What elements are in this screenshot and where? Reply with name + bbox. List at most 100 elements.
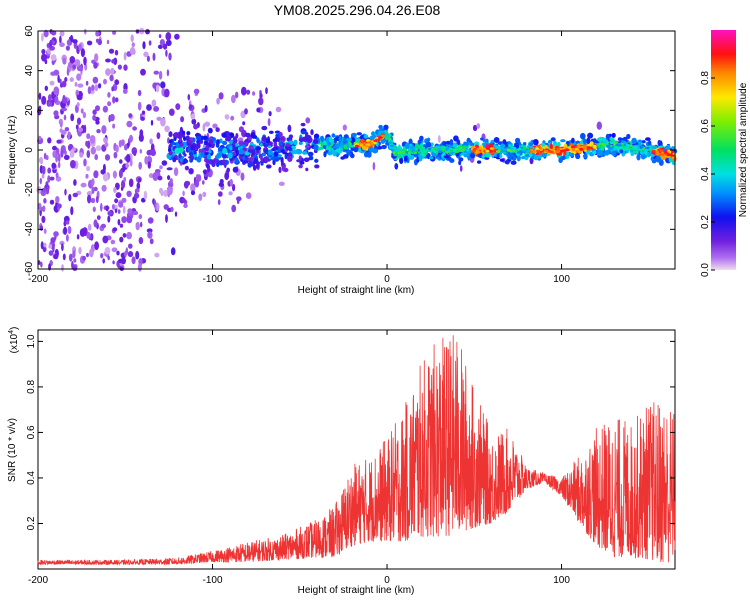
spectrogram-cell [132,210,139,216]
spectrogram-cell [94,241,99,251]
spectrogram-cell [111,247,118,253]
spectrogram-cell [586,137,591,144]
spectrogram-cell [168,52,172,61]
spectrogram-cell [161,160,168,166]
spectrogram-cell [152,172,159,181]
spectrogram-cell [443,155,450,159]
spectrogram-cell [373,139,378,143]
spectrogram-cell [73,258,77,263]
spectrogram-cell [369,146,374,153]
colorbar-tick-label: 0.4 [700,167,711,181]
spectrogram-cell [211,137,216,141]
spectrogram-cell [645,146,649,150]
spectrogram-cell [231,204,237,213]
spectrogram-cell [663,150,668,154]
spectrogram-cell [116,250,120,256]
spectrogram-cell [636,153,641,161]
spectrogram-cell [458,157,464,162]
spectrogram-cell [42,205,46,212]
spectrogram-cell [242,155,246,161]
spectrogram-cell [69,56,76,64]
spectrogram-cell [100,223,106,229]
spectrogram-cell [159,165,163,170]
spectrogram-cell [152,52,156,62]
spectrogram-cell [177,131,184,139]
spectrogram-cell [668,156,673,163]
spectrogram-cell [203,169,207,175]
spectrogram-cell [92,109,97,115]
spectrogram-cell [131,42,135,48]
spectrogram-cell [187,94,191,101]
spectrogram-cell [163,189,169,197]
spectrogram-cell [512,155,517,161]
y-tick-label: 0.2 [26,516,37,530]
spectrogram-cell [267,145,272,149]
spectrogram-cell [98,83,102,89]
spectrogram-cell [157,44,163,49]
spectrogram-cell [314,164,320,169]
spectrogram-cell [343,144,348,150]
spectrogram-cell [126,231,132,240]
spectrogram-cell [73,179,77,186]
spectrogram-cell [555,150,560,153]
spectrogram-cell [48,263,52,271]
spectrogram-cell [103,78,107,85]
spectrogram-cell [72,250,76,259]
spectrogram-cell [51,91,55,100]
spectrogram-cell [202,123,206,132]
spectrogram-cell [246,132,250,138]
spectrogram-cell [44,85,48,92]
spectrogram-cell [216,139,220,144]
spectrogram-cell [463,153,468,158]
spectrogram-cell [380,139,386,145]
spectrogram-cell [196,156,202,163]
spectrogram-cell [49,80,55,86]
spectrogram-cell [183,153,187,157]
spectrogram-cell [79,152,84,158]
spectrogram-cell [569,152,575,157]
spectrogram-cell [112,123,115,129]
colorbar-label: Normalized spectral amplitude [738,82,749,217]
spectrogram-cell [190,113,196,120]
spectrogram-cell [133,150,137,156]
spectrogram-cell [94,154,98,161]
spectrogram-cell [314,133,320,139]
spectrogram-cell [67,225,72,235]
spectrogram-cell [87,86,92,95]
spectrogram-cell [70,206,74,216]
spectrogram-cell [397,151,402,155]
colorbar-tick-label: 0.0 [700,263,711,277]
spectrogram-cell [377,146,383,150]
spectrogram-cell [83,158,87,167]
spectrogram-cell [299,161,305,165]
spectrogram-cell [38,135,42,141]
spectrogram-cell [93,62,98,69]
spectrogram-cell [470,153,476,159]
spectrogram-cell [185,135,190,142]
spectrogram-cell [69,77,74,82]
spectrogram-cell [506,148,511,152]
spectrogram-cell [41,173,45,179]
spectrogram-cell [124,144,128,151]
spectrogram-cell [236,198,240,205]
spectrogram-cell [78,246,82,255]
spectrogram-cell [411,148,416,152]
spectrogram-cell [126,215,133,224]
spectrogram-cell [570,145,575,149]
snr-series [37,335,676,566]
spectrogram-cell [571,137,575,144]
spectrogram-cell [287,124,292,133]
spectrogram-cell [85,173,89,179]
spectrogram-cell [107,215,111,223]
spectrogram-cell [410,151,415,154]
spectrogram-cell [72,265,78,272]
spectrogram-cell [120,257,126,265]
spectrogram-cell [459,165,463,172]
spectrogram-cell [550,137,556,142]
spectrogram-cell [252,164,257,171]
spectrogram-cell [61,264,64,272]
spectrogram-cell [85,140,88,147]
spectrogram-cell [74,82,78,87]
spectrogram-cell [53,231,59,237]
snr-multiplier-base: (x10 [9,333,20,353]
